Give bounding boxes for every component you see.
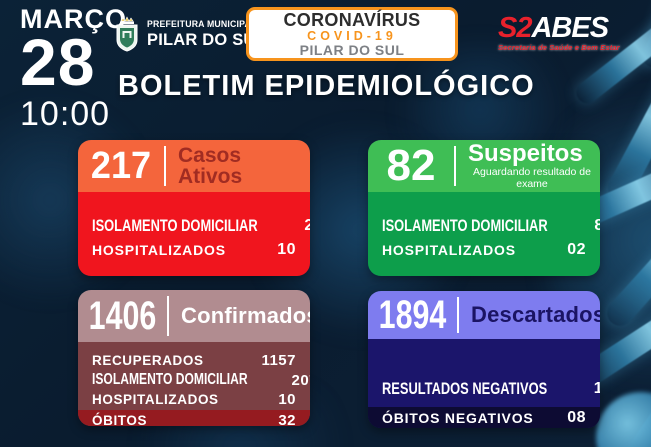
stat-value: 10 — [277, 241, 296, 258]
casos-ativos-title: Casos Ativos — [178, 143, 243, 188]
covid-badge-city: PILAR DO SUL — [299, 41, 405, 58]
card-casos-body: ISOLAMENTO DOMICILIAR 207 HOSPITALIZADOS… — [78, 192, 310, 276]
sabes-logo-subtitle: Secretaria de Saúde e Bem Estar — [498, 43, 620, 52]
city-logo: PREFEITURA MUNICIPAL PILAR DO SUL — [112, 16, 266, 52]
card-suspeitos: 82 Suspeitos Aguardando resultado de exa… — [368, 140, 600, 276]
date-time: 10:00 — [20, 95, 111, 133]
stat-row: ISOLAMENTO DOMICILIAR 207 — [78, 214, 310, 238]
card-casos-header: 217 Casos Ativos — [78, 140, 310, 192]
city-logo-line2: PILAR DO SUL — [147, 30, 266, 49]
divider — [456, 297, 459, 333]
stat-label: ÓBITOS — [92, 412, 148, 427]
divider — [166, 296, 169, 336]
stat-value: 80 — [594, 217, 600, 234]
descartados-count: 1894 — [378, 292, 447, 337]
stat-value: 1886 — [593, 380, 600, 397]
stat-label: ISOLAMENTO DOMICILIAR — [92, 371, 248, 389]
divider — [454, 146, 456, 186]
card-confirmados: 1406 Confirmados RECUPERADOS 1157 ISOLAM… — [78, 290, 310, 426]
divider — [164, 146, 166, 186]
confirmados-title: Confirmados — [180, 302, 310, 328]
stat-label: ÓBITOS NEGATIVOS — [382, 409, 534, 426]
stat-value: 08 — [567, 408, 586, 426]
stat-row: ISOLAMENTO DOMICILIAR 207 — [78, 371, 310, 391]
suspeitos-title: Suspeitos — [468, 140, 583, 167]
card-descartados-header: 1894 Descartados — [368, 291, 600, 339]
city-logo-line1: PREFEITURA MUNICIPAL — [147, 19, 257, 30]
card-descartados: 1894 Descartados RESULTADOS NEGATIVOS 18… — [368, 291, 600, 428]
sabes-logo-part1: S2 — [498, 12, 532, 44]
date-day: 28 — [20, 25, 96, 99]
stat-row: HOSPITALIZADOS 02 — [368, 238, 600, 262]
stat-row: HOSPITALIZADOS 10 — [78, 238, 310, 262]
page-title: BOLETIM EPIDEMIOLÓGICO — [118, 70, 535, 102]
stat-label: HOSPITALIZADOS — [92, 242, 226, 258]
sabes-logo: S2ABES Secretaria de Saúde e Bem Estar — [498, 14, 620, 52]
descartados-title: Descartados — [470, 301, 600, 327]
stat-row: RECUPERADOS 1157 — [78, 351, 310, 371]
card-suspeitos-header: 82 Suspeitos Aguardando resultado de exa… — [368, 140, 600, 192]
stat-label: ISOLAMENTO DOMICILIAR — [382, 216, 548, 235]
date-block: MARÇO 28 10:00 — [20, 4, 127, 133]
confirmados-count: 1406 — [88, 293, 157, 338]
covid-badge-subtitle: COVID-19 — [307, 28, 397, 43]
covid-badge-title: CORONAVÍRUS — [283, 9, 421, 30]
city-crest-icon — [116, 16, 138, 52]
card-confirmados-body: RECUPERADOS 1157 ISOLAMENTO DOMICILIAR 2… — [78, 342, 310, 426]
date-month: MARÇO — [20, 4, 127, 34]
stat-label: ISOLAMENTO DOMICILIAR — [92, 216, 258, 235]
stat-row: ISOLAMENTO DOMICILIAR 80 — [368, 214, 600, 238]
card-suspeitos-body: ISOLAMENTO DOMICILIAR 80 HOSPITALIZADOS … — [368, 192, 600, 276]
stat-row: RESULTADOS NEGATIVOS 1886 — [368, 377, 600, 401]
stat-row-highlight-obitos: ÓBITOS NEGATIVOS 08 — [368, 407, 600, 428]
stat-value: 207 — [304, 217, 310, 234]
stat-row-highlight-obitos: ÓBITOS 32 — [78, 409, 310, 427]
card-casos-ativos: 217 Casos Ativos ISOLAMENTO DOMICILIAR 2… — [78, 140, 310, 276]
stat-value: 1157 — [261, 352, 296, 370]
sabes-logo-part2: ABES — [531, 12, 609, 44]
stat-label: RESULTADOS NEGATIVOS — [382, 379, 548, 398]
sabes-logo-word: S2ABES — [498, 14, 620, 43]
casos-ativos-count: 217 — [90, 144, 152, 187]
stat-value: 10 — [278, 391, 296, 409]
card-confirmados-header: 1406 Confirmados — [78, 290, 310, 342]
stat-label: HOSPITALIZADOS — [92, 392, 219, 408]
suspeitos-subtitle: Aguardando resultado de exame — [473, 166, 591, 190]
stat-row: HOSPITALIZADOS 10 — [78, 390, 310, 410]
stat-value: 02 — [567, 241, 586, 258]
covid-badge: CORONAVÍRUS COVID-19 PILAR DO SUL — [246, 7, 458, 61]
stat-value: 32 — [278, 411, 296, 427]
stat-label: HOSPITALIZADOS — [382, 242, 516, 258]
stat-label: RECUPERADOS — [92, 353, 204, 369]
stat-value: 207 — [291, 371, 311, 389]
suspeitos-count: 82 — [386, 141, 436, 190]
card-descartados-body: RESULTADOS NEGATIVOS 1886 ÓBITOS NEGATIV… — [368, 339, 600, 428]
